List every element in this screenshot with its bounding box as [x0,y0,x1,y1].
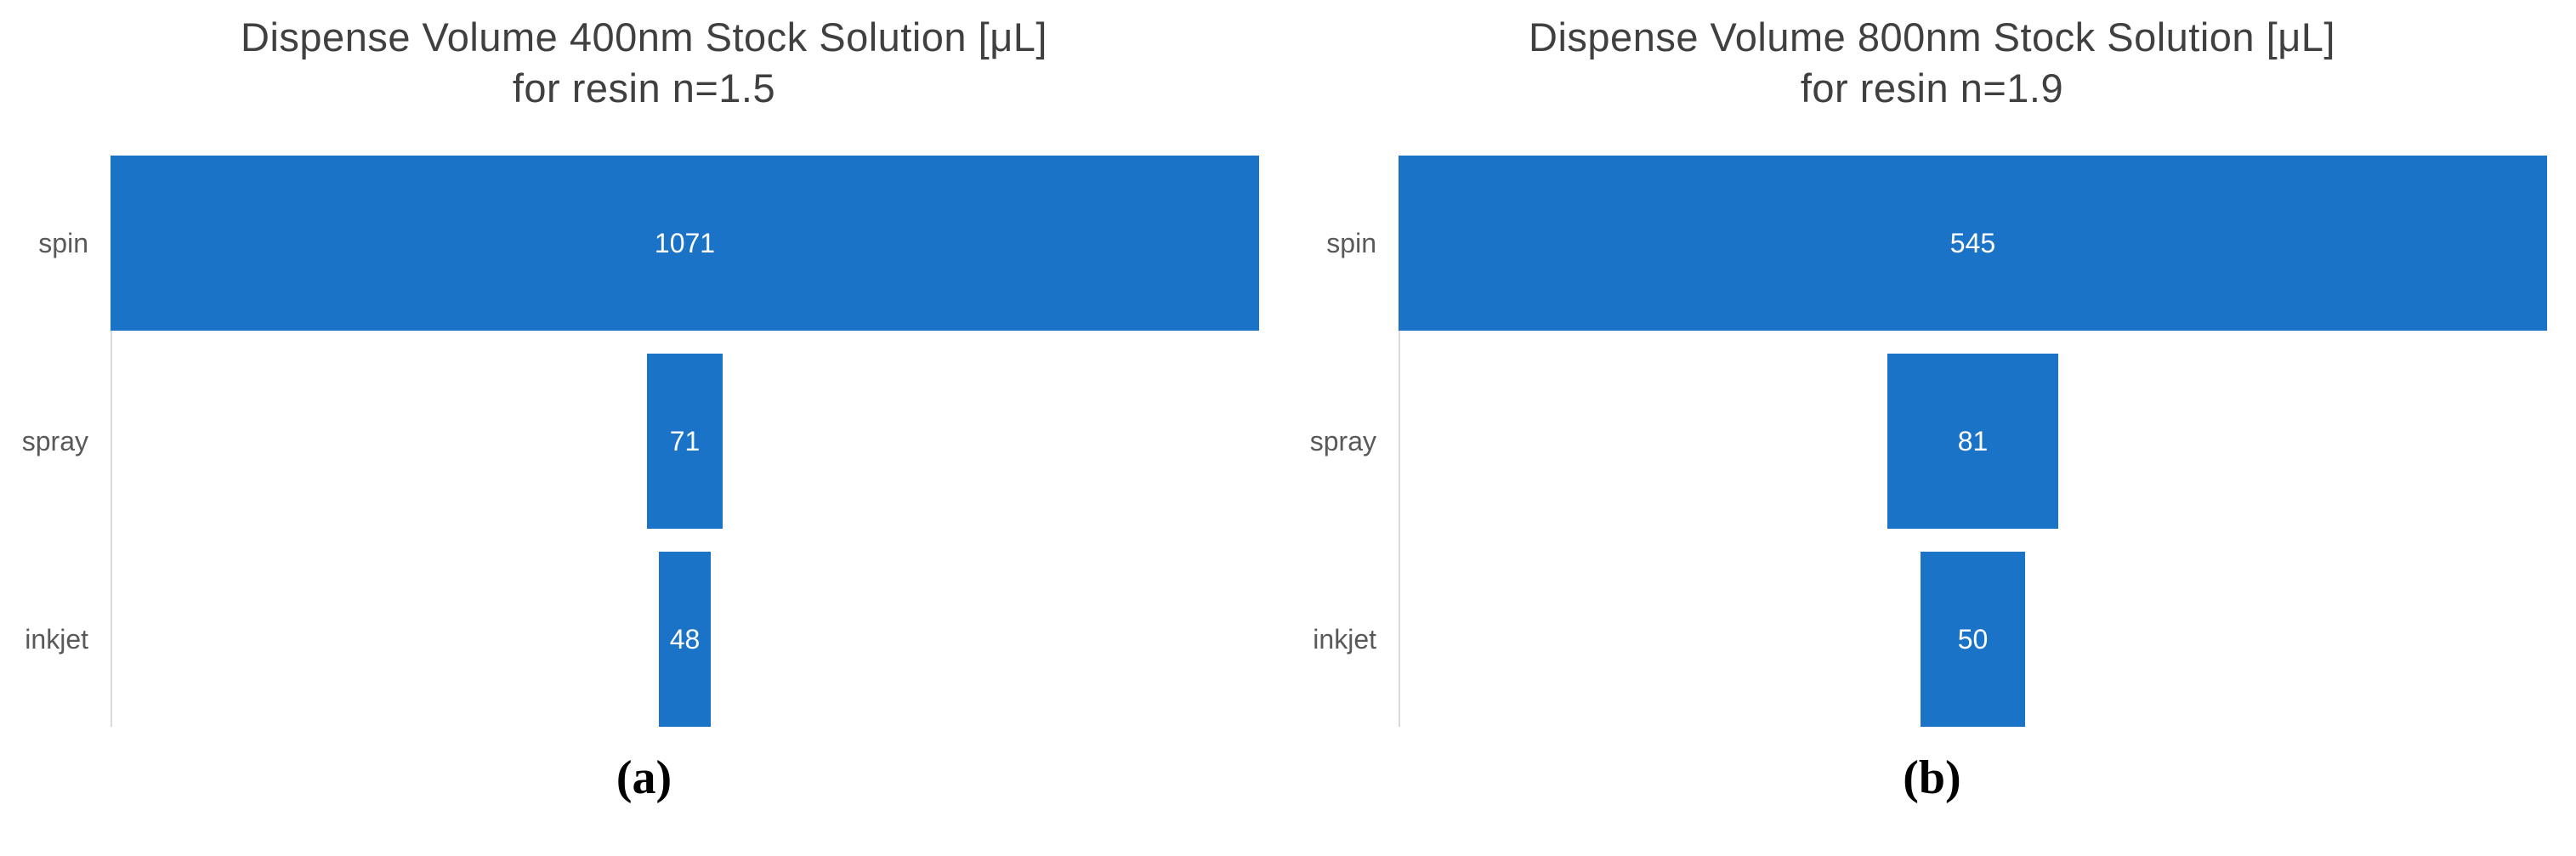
subfigure-caption: (a) [616,751,672,804]
funnel-row: spray 71 [0,354,1259,529]
category-label: spin [1326,227,1376,258]
chart-title: Dispense Volume 400nm Stock Solution [μL… [0,12,1288,114]
bar-value-label: 1071 [654,227,716,258]
category-label: inkjet [1313,623,1376,655]
y-axis-line [1399,156,1400,727]
funnel-chart: Dispense Volume 800nm Stock Solution [μL… [1288,0,2576,856]
plot-area: spin 1071 spray 71 inkjet 48 [0,156,1259,727]
funnel-row: inkjet 50 [1288,552,2547,727]
chart-title-line2: for resin n=1.9 [1800,65,2064,111]
bar-value-label: 48 [669,623,701,655]
funnel-row: spray 81 [1288,354,2547,529]
funnel-bar: 1071 [111,156,1259,331]
bar-track: 48 [111,552,1259,727]
bar-track: 50 [1399,552,2547,727]
bar-track: 71 [111,354,1259,529]
chart-title-line2: for resin n=1.5 [512,65,776,111]
category-label: inkjet [25,623,88,655]
funnel-bar: 48 [659,552,711,727]
bar-value-label: 545 [1949,227,1996,258]
category-label: spin [38,227,88,258]
funnel-bar: 81 [1887,354,2058,529]
funnel-row: spin 545 [1288,156,2547,331]
plot-area: spin 545 spray 81 inkjet 50 [1288,156,2547,727]
funnel-chart: Dispense Volume 400nm Stock Solution [μL… [0,12,1288,804]
category-label: spray [21,425,88,456]
bar-track: 1071 [111,156,1259,331]
bar-value-label: 50 [1957,623,1989,655]
funnel-bar: 50 [1920,552,2026,727]
chart-title: Dispense Volume 800nm Stock Solution [μL… [1288,12,2576,114]
funnel-bar: 545 [1399,156,2547,331]
y-axis-line [111,156,112,727]
funnel-row: inkjet 48 [0,552,1259,727]
funnel-bar: 71 [646,354,723,529]
bar-value-label: 71 [669,425,701,456]
category-label: spray [1309,425,1376,456]
bar-track: 545 [1399,156,2547,331]
bar-track: 81 [1399,354,2547,529]
chart-title-line1: Dispense Volume 800nm Stock Solution [μL… [1529,14,2335,60]
chart-title-line1: Dispense Volume 400nm Stock Solution [μL… [241,14,1047,60]
subfigure-caption: (b) [1903,751,1961,804]
funnel-row: spin 1071 [0,156,1259,331]
bar-value-label: 81 [1957,425,1989,456]
